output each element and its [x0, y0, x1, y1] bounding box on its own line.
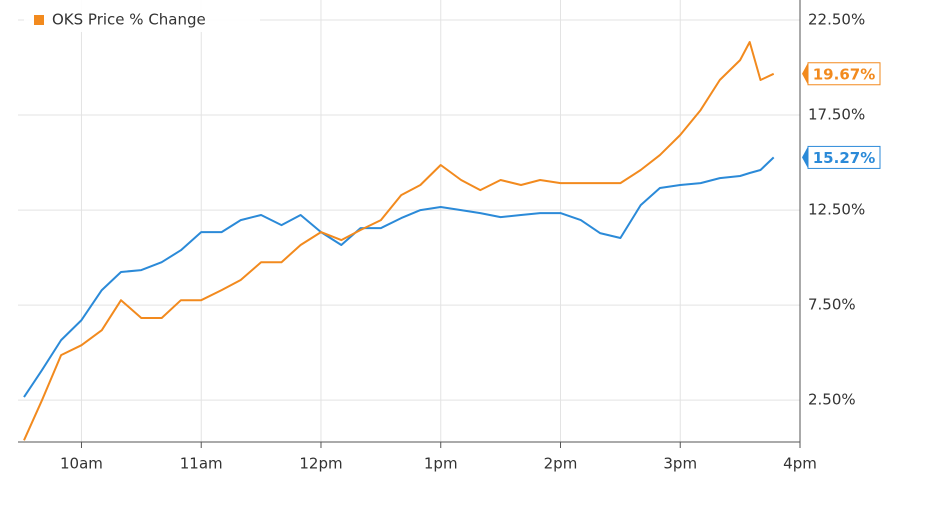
end-label-box	[807, 145, 881, 169]
legend-label: OKS Price % Change	[52, 11, 206, 29]
y-tick-label: 17.50%	[808, 106, 865, 124]
x-tick-label: 12pm	[299, 455, 342, 473]
end-label: 15.27%	[813, 149, 875, 167]
y-tick-label: 12.50%	[808, 201, 865, 219]
x-tick-label: 10am	[60, 455, 103, 473]
legend-swatch	[34, 15, 44, 25]
end-label: 19.67%	[813, 65, 875, 83]
series-line	[23, 41, 775, 441]
end-label-pointer	[802, 146, 808, 169]
y-tick-label: 7.50%	[808, 296, 856, 314]
end-label-box	[807, 62, 881, 86]
x-tick-label: 4pm	[783, 455, 817, 473]
y-tick-label: 22.50%	[808, 10, 865, 28]
x-tick-label: 2pm	[544, 455, 578, 473]
y-tick-label: 2.50%	[808, 391, 856, 409]
x-tick-label: 11am	[180, 455, 223, 473]
end-label-pointer	[802, 62, 808, 85]
series-line	[23, 156, 775, 398]
legend-box	[24, 0, 260, 32]
x-tick-label: 3pm	[663, 455, 697, 473]
x-tick-label: 1pm	[424, 455, 458, 473]
